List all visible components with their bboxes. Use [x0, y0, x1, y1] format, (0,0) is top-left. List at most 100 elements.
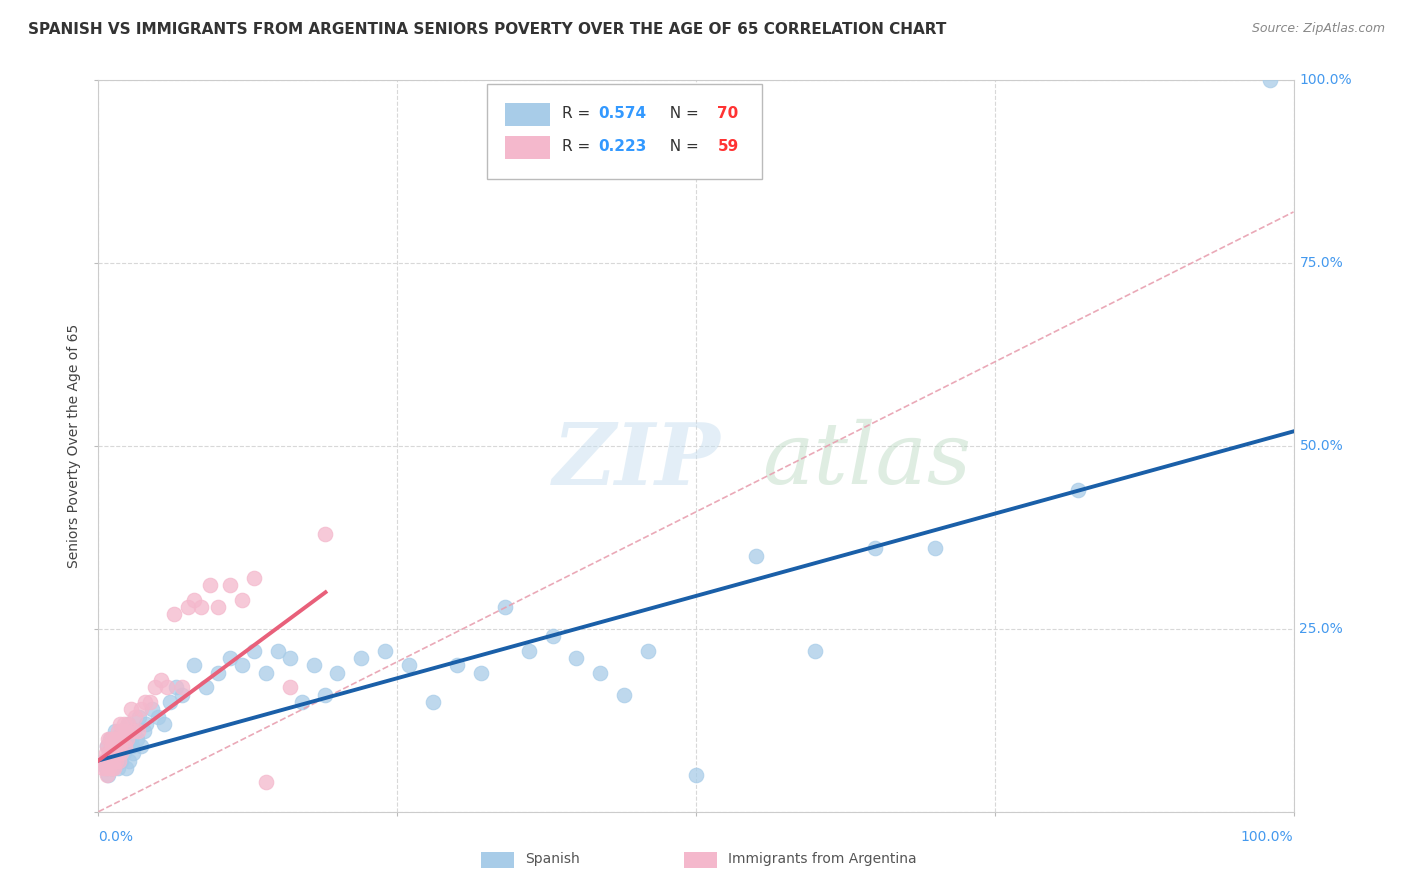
Point — [107, 731, 129, 746]
Point — [94, 746, 117, 760]
Point — [446, 658, 468, 673]
Point — [115, 761, 138, 775]
Text: N =: N = — [661, 138, 704, 153]
Point — [128, 709, 150, 723]
Point — [100, 739, 122, 753]
Point — [105, 731, 128, 746]
Point — [108, 739, 131, 753]
Point — [143, 681, 166, 695]
Text: Spanish: Spanish — [524, 852, 579, 866]
Text: N =: N = — [661, 105, 704, 120]
Point — [637, 644, 659, 658]
Point — [101, 731, 124, 746]
Point — [122, 746, 145, 760]
Point — [131, 702, 153, 716]
Text: 0.574: 0.574 — [598, 105, 647, 120]
Point — [863, 541, 886, 556]
Text: 50.0%: 50.0% — [1299, 439, 1343, 453]
Point — [104, 724, 127, 739]
Point — [183, 592, 205, 607]
Point — [121, 739, 143, 753]
Point — [494, 599, 516, 614]
Point — [131, 739, 153, 753]
Point — [613, 688, 636, 702]
Point — [120, 731, 142, 746]
Point — [115, 724, 138, 739]
Point — [132, 724, 155, 739]
Point — [315, 688, 337, 702]
Point — [96, 739, 118, 753]
Point — [153, 717, 176, 731]
Point — [745, 549, 768, 563]
Point — [114, 731, 136, 746]
Point — [111, 724, 134, 739]
Point — [110, 754, 132, 768]
Point — [290, 695, 312, 709]
Text: SPANISH VS IMMIGRANTS FROM ARGENTINA SENIORS POVERTY OVER THE AGE OF 65 CORRELAT: SPANISH VS IMMIGRANTS FROM ARGENTINA SEN… — [28, 22, 946, 37]
Point — [104, 746, 127, 760]
Point — [207, 599, 229, 614]
Point — [155, 681, 177, 695]
Point — [117, 717, 139, 731]
Point — [120, 702, 142, 716]
Text: 75.0%: 75.0% — [1299, 256, 1343, 270]
Point — [1258, 73, 1281, 87]
Text: R =: R = — [562, 105, 595, 120]
Text: 100.0%: 100.0% — [1299, 73, 1353, 87]
Point — [100, 761, 122, 775]
Point — [1067, 483, 1090, 497]
Point — [112, 717, 135, 731]
Point — [326, 665, 349, 680]
Point — [685, 768, 707, 782]
Text: atlas: atlas — [762, 419, 970, 502]
Point — [302, 658, 325, 673]
Point — [107, 754, 129, 768]
Text: 100.0%: 100.0% — [1241, 830, 1294, 844]
Point — [374, 644, 396, 658]
Point — [93, 754, 115, 768]
Text: ZIP: ZIP — [553, 419, 720, 502]
Point — [125, 731, 148, 746]
Point — [243, 571, 266, 585]
Point — [177, 599, 200, 614]
FancyBboxPatch shape — [505, 103, 550, 127]
Point — [183, 658, 205, 673]
Point — [398, 658, 420, 673]
Point — [110, 724, 132, 739]
Point — [565, 651, 588, 665]
Point — [231, 658, 253, 673]
Point — [190, 599, 212, 614]
Point — [422, 695, 444, 709]
Point — [148, 709, 170, 723]
Point — [517, 644, 540, 658]
Text: 70: 70 — [717, 105, 738, 120]
Point — [97, 731, 120, 746]
Text: Source: ZipAtlas.com: Source: ZipAtlas.com — [1251, 22, 1385, 36]
Point — [107, 761, 129, 775]
Point — [103, 761, 125, 775]
Point — [114, 739, 136, 753]
Point — [315, 526, 337, 541]
Point — [101, 739, 124, 753]
Point — [124, 724, 146, 739]
Point — [278, 681, 301, 695]
Point — [115, 731, 138, 746]
FancyBboxPatch shape — [505, 136, 550, 160]
Point — [541, 629, 564, 643]
Point — [107, 731, 129, 746]
Point — [117, 717, 139, 731]
Point — [91, 761, 114, 775]
Point — [104, 731, 127, 746]
Point — [149, 673, 172, 687]
Point — [97, 754, 120, 768]
Point — [159, 695, 181, 709]
Point — [118, 754, 141, 768]
Point — [98, 746, 121, 760]
Point — [219, 578, 242, 592]
Point — [107, 724, 129, 739]
Point — [105, 754, 128, 768]
Point — [589, 665, 612, 680]
Point — [172, 681, 194, 695]
Point — [98, 731, 122, 746]
Point — [804, 644, 827, 658]
